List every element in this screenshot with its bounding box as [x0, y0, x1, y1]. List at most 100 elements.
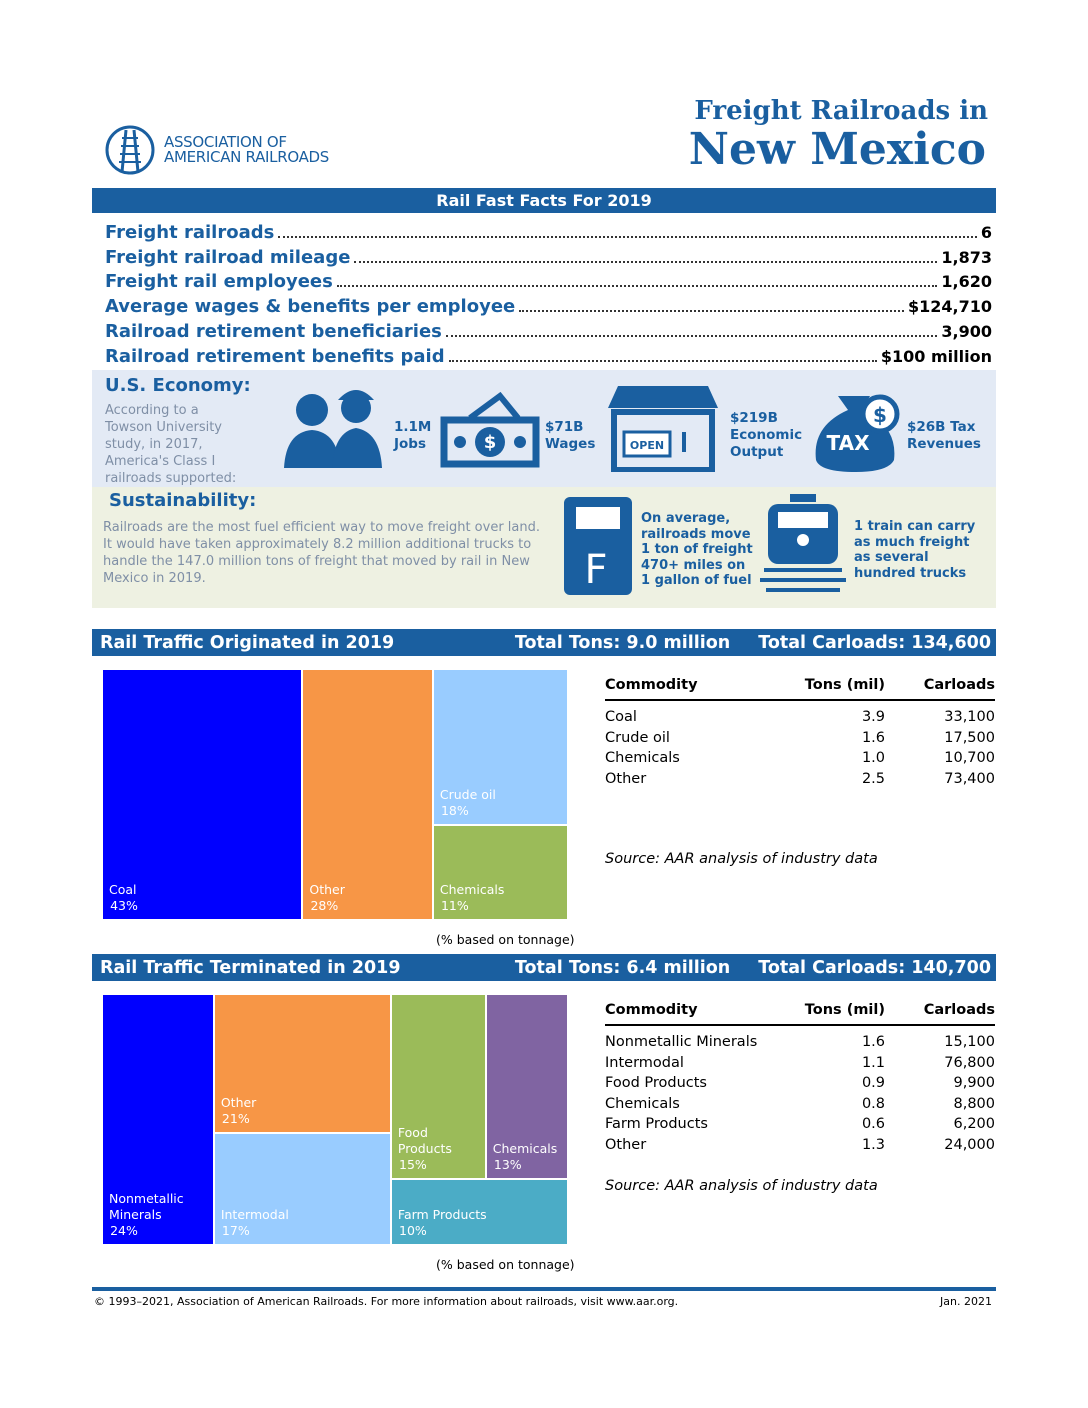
table-cell: 24,000: [944, 1136, 995, 1153]
table-row: Coal 3.9 33,100: [605, 709, 995, 730]
table-cell: Other: [605, 1136, 647, 1153]
total-carloads: Total Carloads: 140,700: [758, 957, 991, 978]
svg-text:F: F: [584, 547, 607, 593]
fact-label: Average wages & benefits per employee: [105, 296, 516, 318]
table-row: Nonmetallic Minerals 1.6 15,100: [605, 1034, 995, 1055]
svg-text:$: $: [873, 403, 887, 427]
dot-leader: [445, 334, 938, 337]
logo-icon: [105, 125, 155, 175]
tile-value: 43%: [110, 898, 138, 913]
treemap-tile: Farm Products 10%: [390, 1178, 568, 1245]
tile-value: 15%: [399, 1156, 427, 1172]
dot-leader: [354, 260, 938, 263]
tile-label: Other: [309, 882, 345, 897]
table-cell: 1.1: [861, 1054, 885, 1071]
table-cell: 17,500: [944, 729, 995, 746]
table-cell: Farm Products: [605, 1116, 708, 1133]
fact-row: Freight railroad mileage 1,873: [105, 247, 992, 272]
fact-row: Railroad retirement benefits paid $100 mi…: [105, 346, 992, 371]
economy-title: U.S. Economy:: [105, 375, 251, 396]
table-cell: 0.9: [861, 1075, 885, 1092]
section-header: Rail Traffic Originated in 2019 Total Ton…: [92, 629, 996, 656]
table-row: Chemicals 1.0 10,700: [605, 750, 995, 771]
tile-value: 28%: [310, 898, 339, 913]
footer-left: © 1993–2021, Association of American Rai…: [94, 1295, 679, 1308]
header-cell: Tons (mil): [804, 677, 885, 693]
fact-row: Railroad retirement beneficiaries 3,900: [105, 321, 992, 346]
treemap-tile: Food Products 15%: [390, 994, 486, 1179]
svg-text:OPEN: OPEN: [630, 439, 664, 452]
fact-value: $124,710: [907, 297, 992, 317]
header-cell: Carloads: [923, 677, 995, 693]
tile-label: Chemicals: [439, 881, 505, 897]
output-icon: OPEN: [608, 386, 718, 472]
svg-text:$: $: [484, 432, 497, 453]
fact-row: Freight railroads 6: [105, 222, 992, 247]
tile-value: 21%: [221, 1110, 250, 1126]
tile-label: Farm Products: [397, 1206, 487, 1222]
sustainability-text: Railroads are the most fuel efficient wa…: [103, 520, 541, 586]
table-cell: 1.0: [861, 750, 885, 767]
tax-icon: TAX $: [815, 394, 900, 472]
fact-label: Railroad retirement beneficiaries: [105, 320, 442, 342]
dot-leader: [336, 285, 938, 288]
svg-text:TAX: TAX: [827, 431, 871, 455]
tile-value: 13%: [493, 1156, 522, 1172]
tile-value: 24%: [110, 1223, 138, 1238]
table-row: Food Products 0.9 9,900: [605, 1075, 995, 1096]
table-cell: 15,100: [944, 1034, 995, 1050]
treemap-tile: Other 21%: [213, 994, 391, 1133]
table-cell: 8,800: [953, 1095, 995, 1112]
tile-value: 11%: [440, 897, 469, 913]
tile-label: Coal: [109, 882, 137, 897]
fact-value: $100 million: [880, 346, 992, 366]
jobs-icon: [284, 390, 382, 468]
treemap-tile: Intermodal 17%: [213, 1132, 391, 1245]
treemap-tile: Nonmetallic Minerals 24%: [102, 994, 214, 1245]
fact-value: 3,900: [941, 321, 992, 341]
fact-row: Freight rail employees 1,620: [105, 271, 992, 296]
treemap-tile: Chemicals 11%: [432, 824, 568, 920]
table-source: Source: AAR analysis of industry data: [605, 851, 878, 868]
fact-value: 1,873: [941, 247, 992, 267]
tile-label: Nonmetallic Minerals: [109, 1191, 184, 1222]
sustainability-band: [92, 487, 996, 608]
fuel-icon: F: [564, 497, 632, 595]
tile-value: 18%: [440, 802, 469, 818]
footer-rule: [92, 1287, 996, 1291]
header-cell: Carloads: [923, 1002, 995, 1018]
table-cell: Crude oil: [605, 729, 670, 746]
train-icon: [760, 494, 846, 592]
economy-item: $26B Tax Revenues: [907, 419, 981, 452]
treemap-note: (% based on tonnage): [436, 1257, 575, 1272]
tile-label: Intermodal: [220, 1206, 289, 1222]
sustainability-title: Sustainability:: [109, 490, 257, 511]
tile-label: Chemicals: [492, 1140, 558, 1156]
economy-item: 1.1M Jobs: [394, 419, 432, 452]
table-cell: Chemicals: [605, 750, 680, 767]
section-header: Rail Traffic Terminated in 2019 Total Ton…: [92, 954, 996, 981]
fact-label: Freight railroads: [105, 222, 275, 243]
fact-row: Average wages & benefits per employee $12…: [105, 296, 992, 321]
tile-value: 10%: [399, 1222, 427, 1238]
sustainability-item: 1 train can carry as much freight as sev…: [854, 519, 976, 581]
treemap-tile: Crude oil 18%: [432, 669, 568, 825]
tile-label: Food Products: [397, 1124, 452, 1156]
table-row: Farm Products 0.6 6,200: [605, 1116, 995, 1137]
table-cell: 0.8: [861, 1095, 885, 1112]
fast-facts-title: Rail Fast Facts For 2019: [92, 188, 996, 213]
sustainability-item: On average, railroads move 1 ton of frei…: [641, 511, 753, 588]
table-row: Other 1.3 24,000: [605, 1137, 995, 1158]
table-cell: 10,700: [944, 750, 995, 767]
total-carloads: Total Carloads: 134,600: [758, 632, 991, 653]
economy-item: $219B Economic Output: [730, 410, 803, 460]
table-row: Other 2.5 73,400: [605, 771, 995, 792]
total-tons: Total Tons: 9.0 million: [514, 632, 731, 653]
tile-label: Crude oil: [439, 786, 496, 802]
table-header: Commodity Tons (mil) Carloads: [605, 1002, 995, 1026]
dot-leader: [278, 236, 977, 238]
logo-line: AMERICAN RAILROADS: [164, 148, 330, 166]
table-cell: Nonmetallic Minerals: [605, 1034, 758, 1050]
fact-label: Freight railroad mileage: [105, 246, 351, 268]
